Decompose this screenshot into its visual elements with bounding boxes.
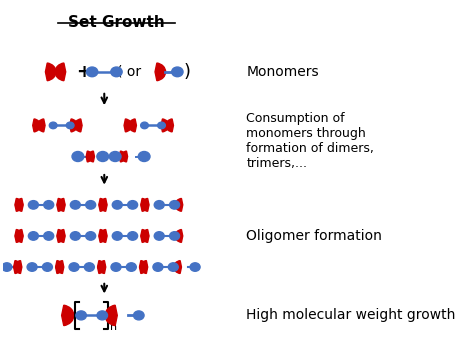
Wedge shape xyxy=(141,198,149,211)
Wedge shape xyxy=(105,305,117,326)
Circle shape xyxy=(138,152,150,161)
Wedge shape xyxy=(15,198,23,211)
Wedge shape xyxy=(15,230,23,243)
Wedge shape xyxy=(100,198,107,211)
Circle shape xyxy=(66,122,74,129)
Circle shape xyxy=(154,201,164,209)
Wedge shape xyxy=(121,151,128,162)
Wedge shape xyxy=(99,198,107,211)
Wedge shape xyxy=(55,63,66,81)
Circle shape xyxy=(76,311,86,320)
Circle shape xyxy=(97,152,109,161)
Wedge shape xyxy=(33,119,40,132)
Wedge shape xyxy=(62,305,74,326)
Circle shape xyxy=(109,152,121,161)
Circle shape xyxy=(28,201,38,209)
Text: Set Growth: Set Growth xyxy=(68,15,165,30)
Wedge shape xyxy=(57,198,64,211)
Circle shape xyxy=(158,122,165,129)
Wedge shape xyxy=(14,260,22,273)
Text: ): ) xyxy=(184,63,191,81)
Circle shape xyxy=(153,263,163,271)
Wedge shape xyxy=(166,119,173,132)
Wedge shape xyxy=(57,198,65,211)
Wedge shape xyxy=(141,198,148,211)
Wedge shape xyxy=(155,63,165,81)
Text: High molecular weight growth: High molecular weight growth xyxy=(246,309,456,323)
Circle shape xyxy=(70,232,80,240)
Circle shape xyxy=(112,201,122,209)
Wedge shape xyxy=(57,230,64,243)
Circle shape xyxy=(154,232,164,240)
Circle shape xyxy=(190,263,200,271)
Circle shape xyxy=(97,311,108,320)
Wedge shape xyxy=(119,151,126,162)
Wedge shape xyxy=(57,230,65,243)
Circle shape xyxy=(44,232,54,240)
Circle shape xyxy=(127,263,137,271)
Circle shape xyxy=(86,201,96,209)
Circle shape xyxy=(111,263,121,271)
Circle shape xyxy=(43,263,53,271)
Circle shape xyxy=(128,201,137,209)
Wedge shape xyxy=(98,260,105,273)
Text: +: + xyxy=(76,63,91,81)
Wedge shape xyxy=(56,260,64,273)
Wedge shape xyxy=(129,119,137,132)
Wedge shape xyxy=(161,119,169,132)
Circle shape xyxy=(86,232,96,240)
Wedge shape xyxy=(86,151,92,162)
Circle shape xyxy=(168,263,178,271)
Circle shape xyxy=(172,67,183,77)
Circle shape xyxy=(2,263,12,271)
Circle shape xyxy=(170,232,180,240)
Circle shape xyxy=(134,311,144,320)
Text: ( or: ( or xyxy=(117,65,141,79)
Circle shape xyxy=(28,232,38,240)
Wedge shape xyxy=(88,151,94,162)
Wedge shape xyxy=(16,198,23,211)
Wedge shape xyxy=(175,198,183,211)
Text: n: n xyxy=(110,323,118,332)
Circle shape xyxy=(84,263,94,271)
Circle shape xyxy=(111,67,122,77)
Circle shape xyxy=(141,122,148,129)
Wedge shape xyxy=(55,260,64,273)
Wedge shape xyxy=(175,230,183,243)
Wedge shape xyxy=(100,230,107,243)
Circle shape xyxy=(27,263,37,271)
Circle shape xyxy=(128,232,137,240)
Wedge shape xyxy=(141,230,148,243)
Circle shape xyxy=(69,263,79,271)
Wedge shape xyxy=(140,260,148,273)
Wedge shape xyxy=(98,260,106,273)
Wedge shape xyxy=(14,260,21,273)
Circle shape xyxy=(72,152,84,161)
Circle shape xyxy=(44,201,54,209)
Wedge shape xyxy=(99,230,107,243)
Circle shape xyxy=(70,201,80,209)
Wedge shape xyxy=(124,119,132,132)
Text: Consumption of
monomers through
formation of dimers,
trimers,...: Consumption of monomers through formatio… xyxy=(246,112,374,170)
Circle shape xyxy=(170,201,180,209)
Wedge shape xyxy=(16,230,23,243)
Wedge shape xyxy=(74,119,82,132)
Wedge shape xyxy=(37,119,45,132)
Wedge shape xyxy=(141,230,149,243)
Wedge shape xyxy=(174,260,182,273)
Circle shape xyxy=(86,67,98,77)
Wedge shape xyxy=(46,63,56,81)
Circle shape xyxy=(112,232,122,240)
Circle shape xyxy=(49,122,57,129)
Text: Oligomer formation: Oligomer formation xyxy=(246,229,382,243)
Wedge shape xyxy=(139,260,147,273)
Text: Monomers: Monomers xyxy=(246,65,319,79)
Wedge shape xyxy=(70,119,77,132)
